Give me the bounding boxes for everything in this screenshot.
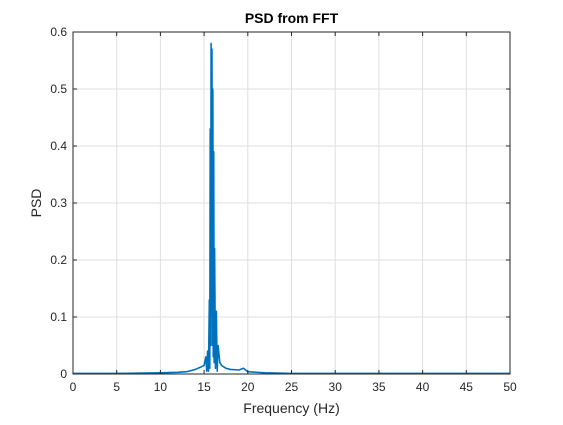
x-tick-label: 20	[241, 380, 255, 394]
y-tick-label: 0.6	[50, 25, 67, 39]
x-tick-label: 50	[503, 380, 517, 394]
chart-title: PSD from FFT	[245, 10, 339, 26]
x-tick-labels: 0 5 10 15 20 25 30 35 40 45 50	[70, 380, 517, 394]
y-tick-label: 0.4	[50, 139, 67, 153]
y-tick-label: 0.3	[50, 196, 67, 210]
x-tick-label: 35	[372, 380, 386, 394]
y-tick-label: 0.5	[50, 82, 67, 96]
axes-box	[72, 31, 511, 375]
series-layer	[73, 42, 510, 375]
y-tick-label: 0	[60, 367, 67, 381]
x-tick-label: 5	[113, 380, 120, 394]
x-tick-label: 40	[416, 380, 430, 394]
x-tick-label: 30	[329, 380, 343, 394]
x-tick-label: 45	[460, 380, 474, 394]
y-tick-labels: 0 0.1 0.2 0.3 0.4 0.5 0.6	[50, 25, 67, 381]
y-tick-label: 0.1	[50, 310, 67, 324]
y-axis-label: PSD	[28, 189, 44, 218]
x-tick-label: 10	[154, 380, 168, 394]
x-tick-label: 0	[70, 380, 77, 394]
x-tick-label: 15	[197, 380, 211, 394]
x-tick-label: 25	[285, 380, 299, 394]
axes	[72, 31, 511, 375]
x-axis-label: Frequency (Hz)	[243, 400, 339, 416]
y-tick-label: 0.2	[50, 253, 67, 267]
psd-series-line	[73, 42, 510, 375]
